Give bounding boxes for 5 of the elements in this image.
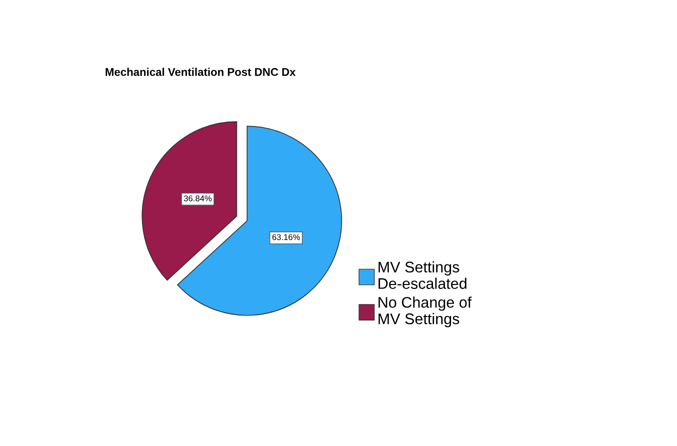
data-label: 36.84%	[184, 195, 212, 202]
legend-label: MV Settings De-escalated	[378, 261, 466, 289]
data-label: 63.16%	[272, 234, 300, 240]
chart-title: Mechanical Ventilation Post DNC Dx	[106, 68, 296, 76]
legend-label: No Change of MV Settings	[378, 296, 472, 328]
